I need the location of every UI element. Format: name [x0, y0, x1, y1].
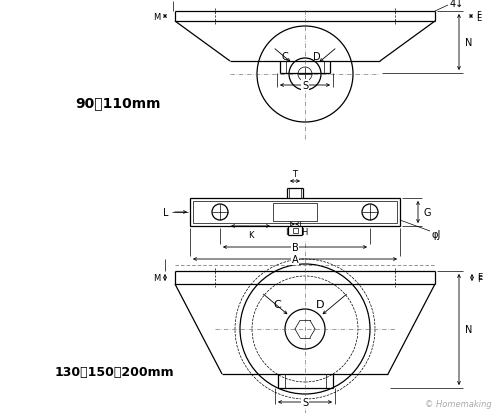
Bar [193, 202, 397, 223]
Text: 130・150・200mm: 130・150・200mm [55, 366, 174, 379]
Text: H: H [301, 228, 307, 236]
Text: I: I [285, 228, 287, 236]
Text: T: T [292, 170, 298, 178]
Text: C: C [273, 299, 281, 309]
Text: L: L [162, 207, 168, 218]
Bar [190, 199, 400, 226]
Bar [273, 204, 317, 221]
Text: S: S [302, 81, 308, 91]
Text: 90・110mm: 90・110mm [75, 96, 160, 110]
Text: φJ: φJ [432, 230, 442, 240]
Text: F: F [477, 274, 482, 283]
Text: G: G [424, 207, 432, 218]
Text: D: D [316, 299, 324, 309]
Text: B: B [292, 242, 298, 252]
Text: 4↓: 4↓ [450, 0, 464, 9]
Text: F: F [476, 11, 481, 20]
Text: K: K [248, 230, 254, 240]
Text: M: M [153, 12, 160, 21]
Text: N: N [465, 325, 472, 335]
Text: C: C [282, 52, 288, 62]
Text: © Homemaking: © Homemaking [425, 399, 492, 408]
Text: S: S [302, 397, 308, 407]
Text: E: E [476, 14, 481, 23]
Text: M: M [153, 273, 160, 282]
Text: N: N [465, 38, 472, 48]
Text: E: E [477, 272, 482, 281]
Text: A: A [292, 254, 298, 264]
Text: D: D [313, 52, 321, 62]
